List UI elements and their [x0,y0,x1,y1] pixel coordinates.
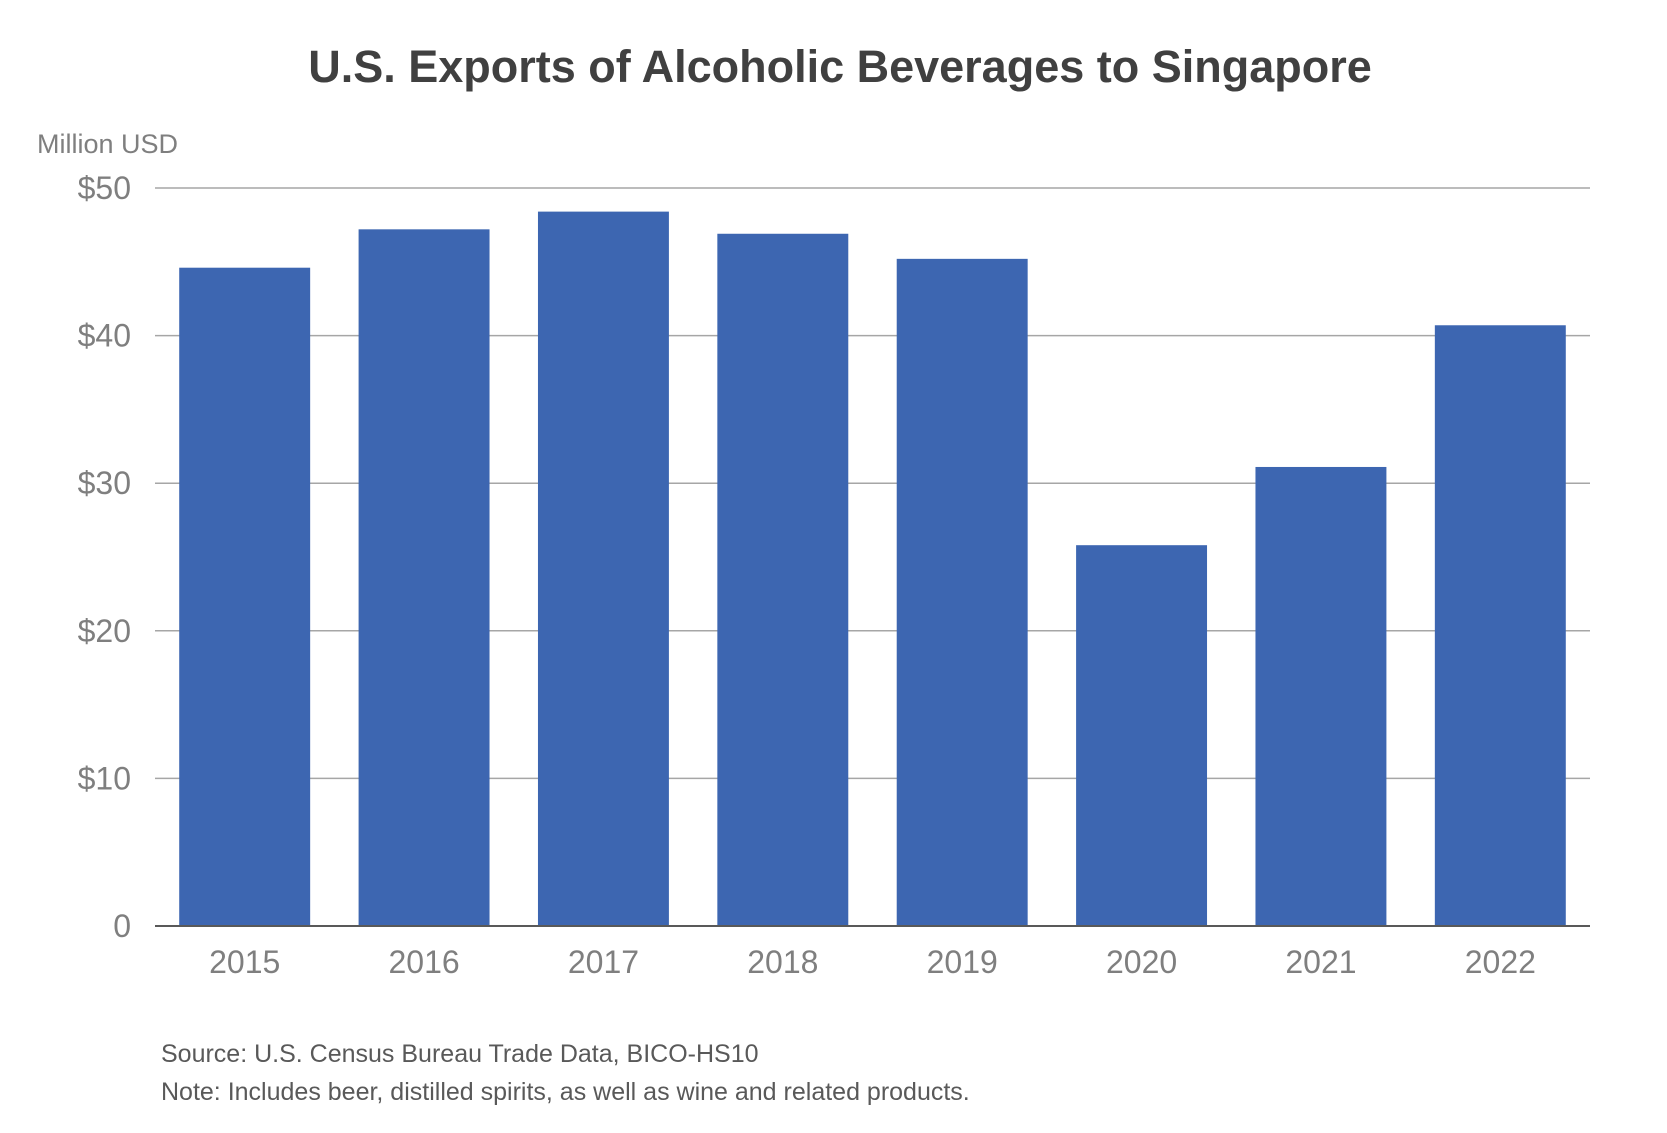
y-tick-label-30: $30 [78,465,131,501]
bar-2022 [1434,325,1566,926]
chart-title: U.S. Exports of Alcoholic Beverages to S… [308,41,1372,92]
footnote: Note: Includes beer, distilled spirits, … [161,1078,970,1106]
y-tick-label-10: $10 [78,760,131,796]
y-axis-unit-label: Million USD [37,129,178,159]
y-tick-label-0: 0 [113,908,131,944]
bar-2019 [896,258,1028,926]
y-tick-label-50: $50 [78,170,131,206]
y-tick-label-20: $20 [78,613,131,649]
source-note: Source: U.S. Census Bureau Trade Data, B… [161,1040,759,1068]
bar-2018 [717,233,849,927]
bar-2017 [537,211,669,927]
x-tick-label-2016: 2016 [388,944,459,980]
bars [179,211,1566,927]
x-tick-label-2021: 2021 [1285,944,1356,980]
x-tick-label-2015: 2015 [209,944,280,980]
bar-2016 [358,229,490,926]
bar-2015 [179,267,311,927]
x-tick-label-2022: 2022 [1465,944,1536,980]
bar-2021 [1255,466,1387,926]
bar-2020 [1076,545,1208,926]
x-tick-label-2019: 2019 [927,944,998,980]
x-axis-ticks: 2015 2016 2017 2018 2019 2020 2021 2022 [209,944,1536,980]
x-tick-label-2018: 2018 [747,944,818,980]
y-tick-label-40: $40 [78,318,131,354]
x-tick-label-2020: 2020 [1106,944,1177,980]
x-tick-label-2017: 2017 [568,944,639,980]
y-axis-ticks: 0 $10 $20 $30 $40 $50 [78,170,131,944]
